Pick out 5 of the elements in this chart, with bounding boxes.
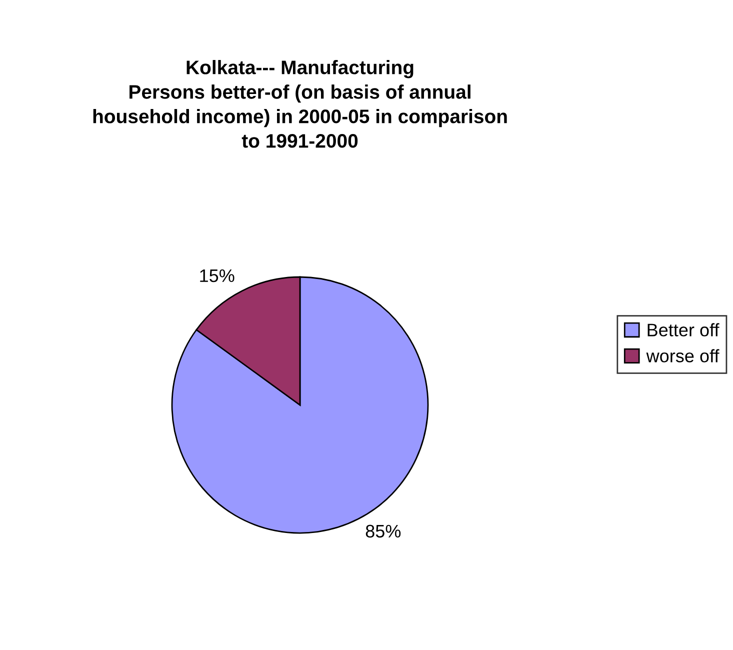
legend-label: Better off <box>648 323 720 336</box>
data-label: 85% <box>366 524 401 538</box>
legend-label: worse off <box>646 349 720 362</box>
data-label: 15% <box>200 269 234 282</box>
chart-title: Kolkata--- Manufacturing Persons better-of (on basis of annual household income) in 2000-05 in comparison to 1991-2000 <box>93 60 507 148</box>
